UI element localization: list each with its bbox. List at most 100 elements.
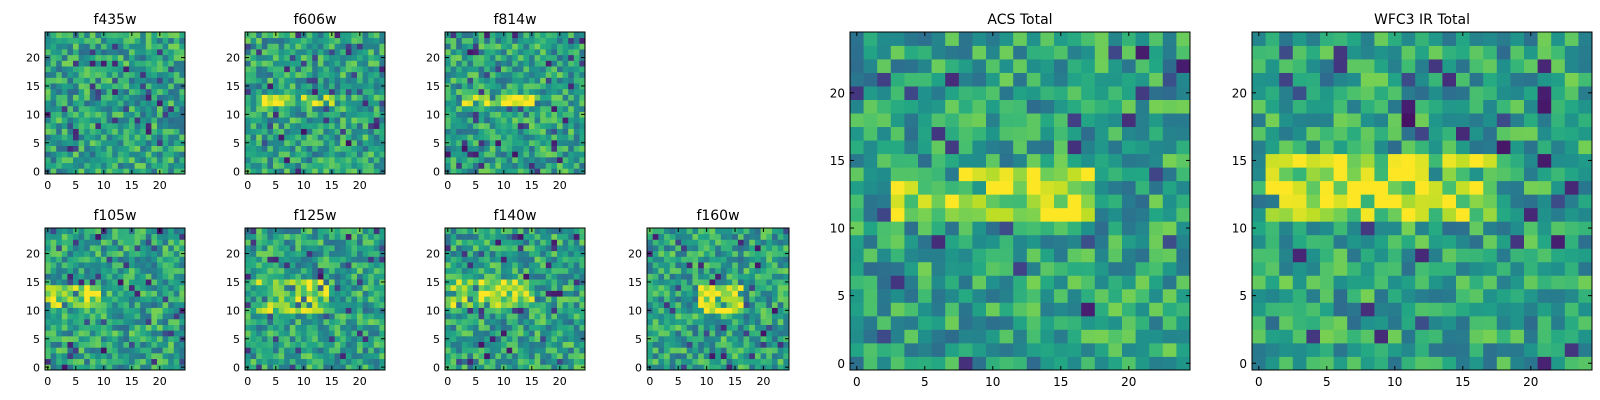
- heatmap-cell: [501, 335, 507, 342]
- heatmap-cell: [517, 262, 524, 269]
- heatmap-cell: [106, 128, 113, 135]
- heatmap-cell: [373, 54, 380, 61]
- heatmap-cell: [151, 156, 158, 164]
- heatmap-cell: [129, 162, 135, 169]
- x-tick-label: 15: [325, 375, 339, 388]
- heatmap-cell: [473, 296, 479, 303]
- heatmap-cell: [850, 180, 864, 195]
- heatmap-cell: [345, 60, 352, 67]
- heatmap-cell: [273, 100, 279, 107]
- heatmap-cell: [766, 307, 773, 314]
- heatmap-cell: [101, 279, 107, 286]
- heatmap-cell: [529, 296, 535, 303]
- heatmap-cell: [340, 313, 347, 320]
- heatmap-cell: [345, 156, 352, 164]
- heatmap-cell: [84, 330, 91, 337]
- heatmap-cell: [345, 347, 352, 354]
- heatmap-cell: [749, 267, 756, 274]
- heatmap-cell: [445, 151, 451, 158]
- heatmap-cell: [317, 54, 324, 61]
- heatmap-cell: [168, 49, 175, 56]
- heatmap-cell: [67, 151, 74, 158]
- heatmap-cell: [117, 43, 124, 50]
- heatmap-cell: [495, 100, 502, 107]
- heatmap-cell: [669, 364, 676, 371]
- heatmap-cell: [312, 139, 319, 146]
- heatmap-cell: [256, 145, 263, 152]
- heatmap-cell: [669, 284, 676, 291]
- heatmap-cell: [890, 248, 905, 263]
- heatmap-cell: [557, 352, 563, 360]
- heatmap-cell: [134, 239, 141, 246]
- heatmap-cell: [323, 139, 330, 146]
- heatmap-cell: [512, 307, 519, 314]
- heatmap-cell: [45, 156, 51, 164]
- heatmap-cell: [273, 307, 279, 314]
- heatmap-cell: [56, 151, 63, 158]
- heatmap-cell: [720, 245, 727, 252]
- heatmap-cell: [329, 233, 335, 240]
- heatmap-cell: [67, 324, 74, 331]
- heatmap-cell: [84, 341, 91, 348]
- heatmap-cell: [95, 341, 102, 348]
- y-tick-label: 20: [26, 52, 40, 65]
- heatmap-cell: [529, 49, 535, 56]
- heatmap-cell: [157, 105, 163, 112]
- heatmap-cell: [50, 239, 57, 246]
- heatmap-cell: [134, 43, 141, 50]
- heatmap-cell: [179, 43, 186, 50]
- heatmap-cell: [368, 71, 375, 78]
- heatmap-cell: [456, 117, 463, 124]
- heatmap-cell: [84, 335, 91, 342]
- heatmap-cell: [301, 233, 307, 240]
- heatmap-cell: [551, 301, 558, 308]
- heatmap-cell: [517, 273, 524, 280]
- heatmap-cell: [368, 250, 375, 257]
- heatmap-cell: [117, 318, 124, 325]
- heatmap-cell: [245, 324, 251, 331]
- heatmap-cell: [267, 32, 274, 39]
- heatmap-cell: [573, 66, 580, 73]
- heatmap-cell: [506, 122, 513, 129]
- heatmap-cell: [106, 156, 113, 164]
- heatmap-cell: [84, 122, 91, 129]
- heatmap-cell: [1094, 234, 1109, 249]
- heatmap-cell: [669, 245, 676, 252]
- heatmap-cell: [145, 267, 152, 274]
- heatmap-cell: [317, 239, 324, 246]
- heatmap-cell: [562, 364, 569, 371]
- heatmap-cell: [345, 228, 352, 235]
- heatmap-cell: [573, 279, 580, 286]
- heatmap-cell: [918, 275, 932, 290]
- heatmap-cell: [551, 250, 558, 257]
- heatmap-cell: [647, 313, 654, 320]
- heatmap-cell: [306, 262, 313, 269]
- heatmap-cell: [157, 301, 163, 308]
- heatmap-cell: [568, 162, 575, 169]
- heatmap-cell: [357, 128, 363, 135]
- heatmap-cell: [362, 284, 369, 291]
- heatmap-cell: [501, 324, 507, 331]
- heatmap-cell: [573, 364, 580, 371]
- heatmap-cell: [61, 145, 68, 152]
- heatmap-cell: [512, 256, 519, 263]
- heatmap-cell: [534, 145, 541, 152]
- heatmap-cell: [754, 228, 761, 235]
- heatmap-cell: [157, 347, 163, 354]
- heatmap-cell: [551, 66, 558, 73]
- heatmap-cell: [323, 122, 330, 129]
- heatmap-cell: [686, 335, 693, 342]
- heatmap-cell: [145, 341, 152, 348]
- heatmap-cell: [517, 364, 524, 371]
- heatmap-cell: [357, 117, 363, 124]
- heatmap-cell: [720, 256, 727, 263]
- heatmap-cell: [456, 111, 463, 118]
- heatmap-cell: [484, 233, 491, 240]
- heatmap-cell: [362, 105, 369, 112]
- heatmap-cell: [1108, 234, 1123, 249]
- heatmap-cell: [461, 117, 468, 124]
- heatmap-cell: [129, 279, 135, 286]
- heatmap-cell: [123, 32, 130, 39]
- heatmap-cell: [129, 290, 135, 297]
